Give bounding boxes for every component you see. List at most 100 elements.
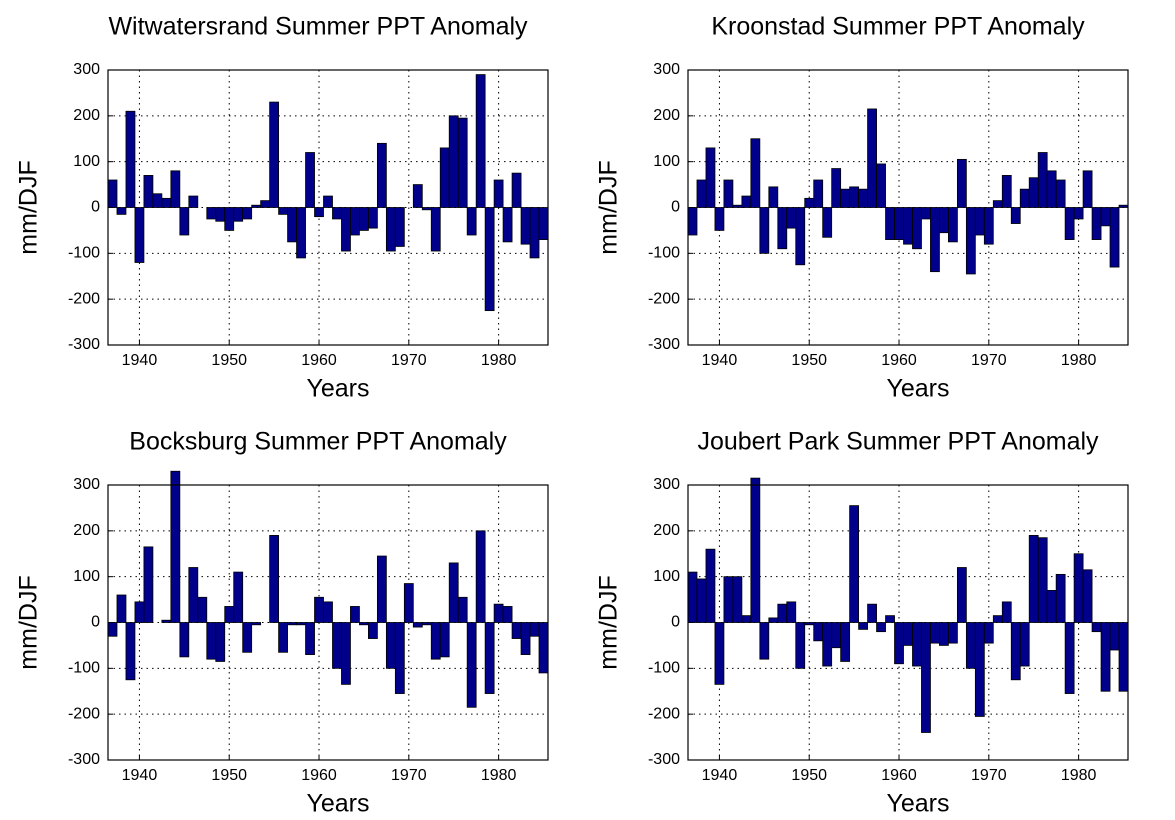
bar: [224, 606, 235, 623]
bar: [1091, 207, 1102, 240]
bar: [1046, 170, 1057, 208]
plot-frame: [107, 484, 549, 761]
bar: [750, 138, 761, 208]
bar: [125, 622, 136, 681]
x-tick-label: 1960: [881, 767, 917, 784]
bar: [876, 622, 886, 633]
x-tick-label: 1980: [1061, 767, 1097, 784]
bar: [368, 207, 378, 229]
bar: [233, 571, 244, 623]
bar: [520, 622, 531, 655]
x-tick-label: 1940: [122, 767, 158, 784]
plot-frame: [687, 484, 1129, 761]
y-tick-label: 200: [73, 107, 100, 124]
x-tick-label: 1950: [211, 767, 247, 784]
y-tick-label: -100: [648, 660, 680, 677]
bar: [1028, 535, 1039, 623]
bar: [287, 622, 297, 626]
chart-title: Witwatersrand Summer PPT Anomaly: [108, 13, 528, 41]
x-tick-label: 1980: [481, 352, 517, 369]
chart-title: Joubert Park Summer PPT Anomaly: [697, 428, 1099, 456]
bar: [260, 200, 271, 208]
bar: [224, 207, 235, 231]
bar: [1001, 175, 1012, 208]
y-tick-label: 200: [73, 522, 100, 539]
bar: [992, 200, 1003, 208]
bar: [538, 622, 549, 674]
bar: [332, 622, 342, 669]
bar: [804, 622, 815, 626]
bar: [457, 596, 468, 623]
y-axis-label: mm/DJF: [595, 575, 623, 669]
bar: [759, 207, 770, 254]
x-tick-label: 1950: [791, 767, 827, 784]
bar: [1019, 622, 1030, 667]
y-tick-label: 100: [653, 153, 680, 170]
bar: [323, 601, 333, 623]
bar: [903, 207, 913, 245]
y-tick-label: 100: [73, 568, 100, 585]
bar: [520, 207, 531, 245]
bar: [732, 204, 743, 208]
bar: [296, 622, 306, 626]
bar: [251, 622, 262, 626]
bar: [939, 207, 949, 234]
plot-frame: [107, 69, 549, 346]
y-tick-label: 200: [653, 107, 680, 124]
bar: [287, 207, 297, 243]
bar: [948, 622, 958, 644]
bar: [795, 207, 806, 266]
y-axis-label: mm/DJF: [15, 575, 43, 669]
bar: [714, 622, 725, 685]
y-axis-label: mm/DJF: [15, 160, 43, 254]
bar: [1028, 177, 1039, 208]
bar: [813, 179, 824, 208]
bar: [188, 567, 199, 623]
bar: [759, 622, 770, 660]
bar: [956, 158, 967, 208]
bar: [403, 583, 414, 623]
y-tick-label: 100: [653, 568, 680, 585]
bar: [350, 606, 360, 623]
bar: [732, 576, 743, 623]
y-tick-label: -100: [68, 660, 100, 677]
bar: [1010, 207, 1021, 224]
bar: [466, 622, 477, 708]
bar: [687, 207, 698, 236]
bar: [296, 207, 306, 259]
bar: [332, 207, 342, 220]
x-tick-label: 1960: [301, 767, 337, 784]
bar: [323, 195, 333, 208]
bar: [439, 622, 450, 658]
bar: [1046, 590, 1057, 623]
bar: [161, 197, 172, 208]
bar: [448, 115, 459, 208]
bar: [1109, 207, 1120, 268]
bar: [813, 622, 824, 642]
x-tick-label: 1940: [122, 352, 158, 369]
bar: [965, 622, 976, 669]
bar: [314, 596, 324, 623]
bar: [242, 207, 253, 220]
bar: [278, 622, 288, 653]
y-tick-label: 0: [91, 614, 100, 631]
bar: [206, 622, 217, 660]
bar: [359, 622, 369, 626]
bar: [493, 179, 504, 208]
bar: [1073, 207, 1084, 220]
bar: [1037, 537, 1048, 623]
y-tick-label: 200: [653, 522, 680, 539]
x-tick-label: 1960: [301, 352, 337, 369]
bar: [143, 175, 154, 208]
bar: [948, 207, 958, 243]
bar: [1064, 207, 1075, 240]
bar: [502, 207, 513, 243]
x-axis-label: Years: [306, 790, 369, 818]
bar: [421, 207, 432, 211]
bar: [768, 617, 779, 623]
bar: [341, 207, 351, 252]
bar: [188, 195, 199, 208]
bar: [1118, 622, 1129, 692]
bar: [930, 207, 940, 273]
x-tick-label: 1950: [791, 352, 827, 369]
